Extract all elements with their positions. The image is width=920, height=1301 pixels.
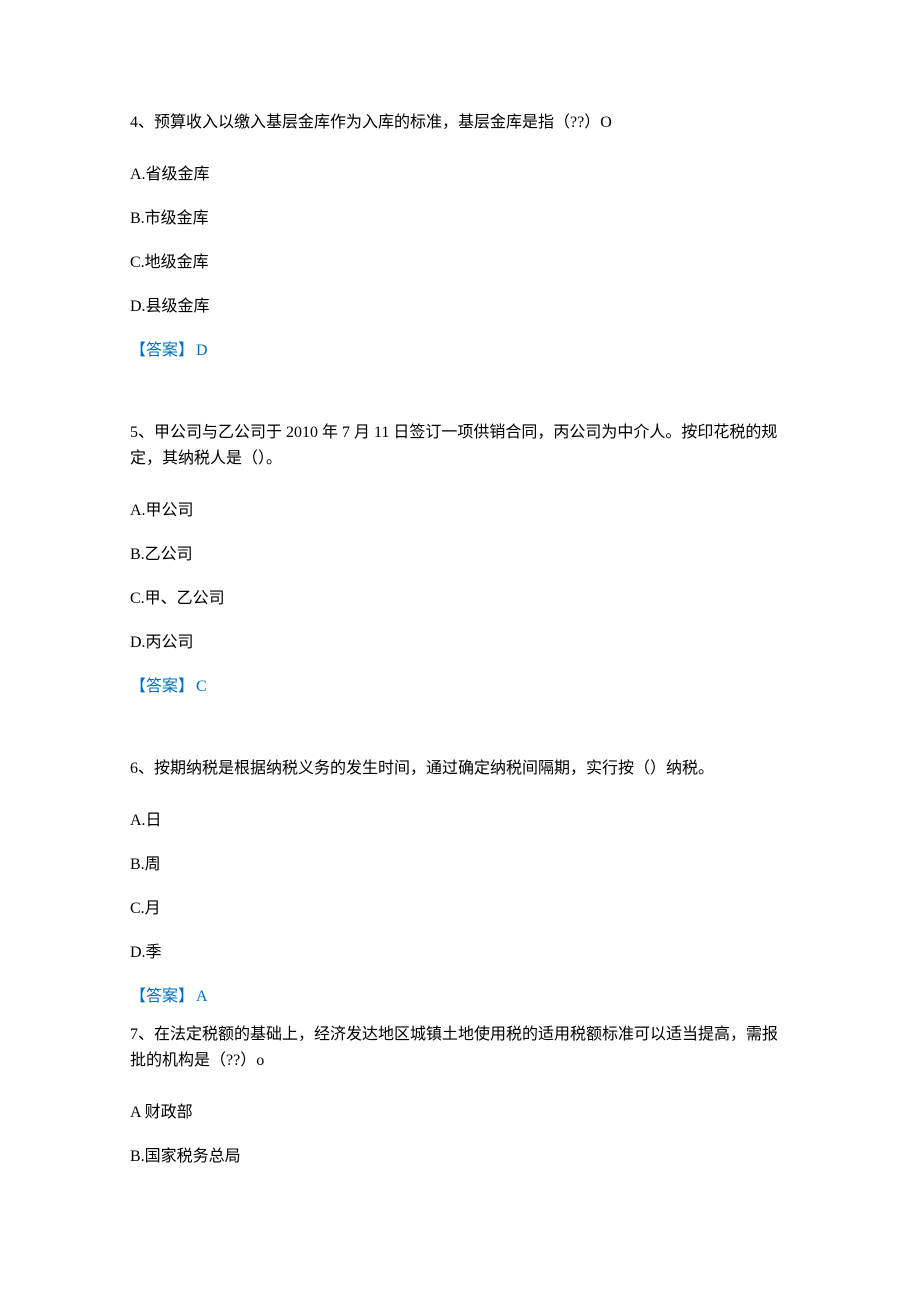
answer-label: 【答案】 <box>130 678 194 695</box>
option-c: C.甲、乙公司 <box>130 588 790 610</box>
option-b: B.周 <box>130 854 790 876</box>
option-c: C.月 <box>130 898 790 920</box>
option-b: B.国家税务总局 <box>130 1146 790 1168</box>
question-text: 4、预算收入以缴入基层金库作为入库的标准，基层金库是指（??）O <box>130 110 790 136</box>
option-c: C.地级金库 <box>130 252 790 274</box>
option-d: D.季 <box>130 942 790 964</box>
answer-value: A <box>196 988 208 1005</box>
option-b: B.市级金库 <box>130 208 790 230</box>
answer-line: 【答案】C <box>130 676 790 698</box>
question-7: 7、在法定税额的基础上，经济发达地区城镇土地使用税的适用税额标准可以适当提高，需… <box>130 1022 790 1168</box>
option-d: D.丙公司 <box>130 632 790 654</box>
question-text: 6、按期纳税是根据纳税义务的发生时间，通过确定纳税间隔期，实行按（）纳税。 <box>130 756 790 782</box>
option-a: A.日 <box>130 810 790 832</box>
option-a: A.省级金库 <box>130 164 790 186</box>
question-4: 4、预算收入以缴入基层金库作为入库的标准，基层金库是指（??）O A.省级金库 … <box>130 110 790 362</box>
question-5: 5、甲公司与乙公司于 2010 年 7 月 11 日签订一项供销合同，丙公司为中… <box>130 420 790 698</box>
option-a: A.甲公司 <box>130 500 790 522</box>
answer-value: C <box>196 678 207 695</box>
option-b: B.乙公司 <box>130 544 790 566</box>
answer-label: 【答案】 <box>130 988 194 1005</box>
question-6: 6、按期纳税是根据纳税义务的发生时间，通过确定纳税间隔期，实行按（）纳税。 A.… <box>130 756 790 1008</box>
answer-line: 【答案】D <box>130 340 790 362</box>
answer-line: 【答案】A <box>130 986 790 1008</box>
answer-label: 【答案】 <box>130 342 194 359</box>
question-text: 5、甲公司与乙公司于 2010 年 7 月 11 日签订一项供销合同，丙公司为中… <box>130 420 790 472</box>
option-d: D.县级金库 <box>130 296 790 318</box>
answer-value: D <box>196 342 208 359</box>
question-text: 7、在法定税额的基础上，经济发达地区城镇土地使用税的适用税额标准可以适当提高，需… <box>130 1022 790 1074</box>
option-a: A 财政部 <box>130 1102 790 1124</box>
